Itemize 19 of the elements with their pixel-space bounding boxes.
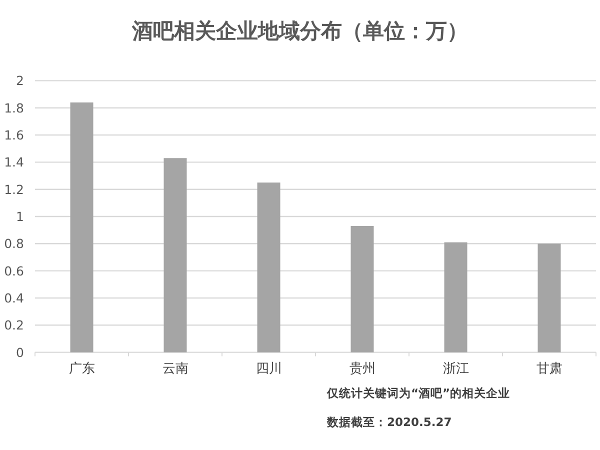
- y-tick-label: 0.2: [4, 318, 24, 333]
- x-tick-label: 云南: [162, 361, 188, 376]
- y-tick-label: 1.8: [4, 100, 24, 116]
- y-tick-label: 1.2: [4, 182, 24, 197]
- y-tick-label: 0.6: [4, 263, 24, 278]
- y-tick-label: 1.6: [4, 128, 24, 143]
- x-tick-label: 浙江: [442, 361, 469, 376]
- x-tick-label: 广东: [68, 361, 95, 376]
- x-tick-label: 甘肃: [536, 361, 562, 376]
- y-tick-label: 0: [16, 344, 24, 360]
- y-tick-label: 2: [16, 73, 24, 88]
- y-tick-label: 1: [16, 209, 24, 224]
- x-tick-label: 贵州: [349, 361, 376, 376]
- y-tick-label: 1.4: [4, 154, 24, 170]
- y-tick-label: 0.8: [4, 236, 24, 252]
- x-tick-label: 四川: [256, 361, 282, 376]
- annotations: 仅统计关键词为“酒吧”的相关企业 数据截至：2020.5.27: [327, 386, 510, 429]
- y-tick-label: 0.4: [4, 290, 24, 306]
- chart-title: 酒吧相关企业地域分布（单位：万）: [131, 19, 468, 43]
